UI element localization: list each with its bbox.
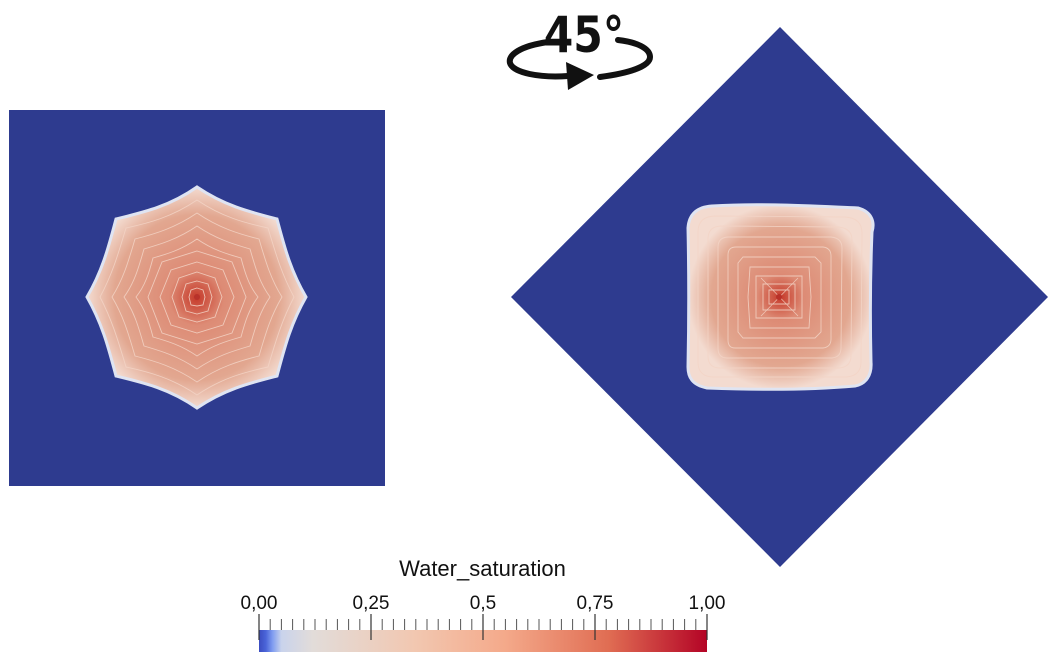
rotation-indicator: 45° <box>506 6 654 90</box>
left-domain-panel <box>9 110 385 486</box>
colorbar-tick-label: 0,5 <box>469 593 497 614</box>
colorbar-tick-label: 1,00 <box>688 593 726 614</box>
left-contour-lines <box>99 199 295 396</box>
right-injection-point <box>776 294 782 300</box>
right-domain-panel <box>511 27 1048 567</box>
rotation-label: 45° <box>544 6 624 64</box>
left-injection-point <box>194 294 200 300</box>
colorbar-tick-label: 0,00 <box>240 593 278 614</box>
colorbar-tick-label: 0,25 <box>352 593 390 614</box>
rotation-arrow-icon <box>506 39 571 80</box>
colorbar-minor-ticks <box>258 619 708 630</box>
colorbar <box>258 614 708 652</box>
rotation-arrow-tail <box>597 37 654 80</box>
colorbar-tick-label: 0,75 <box>576 593 614 614</box>
colorbar-title: Water_saturation <box>399 556 566 581</box>
colorbar-major-ticks <box>258 614 708 640</box>
right-contour-lines <box>697 215 863 378</box>
rotation-arrowhead-icon <box>566 62 594 90</box>
